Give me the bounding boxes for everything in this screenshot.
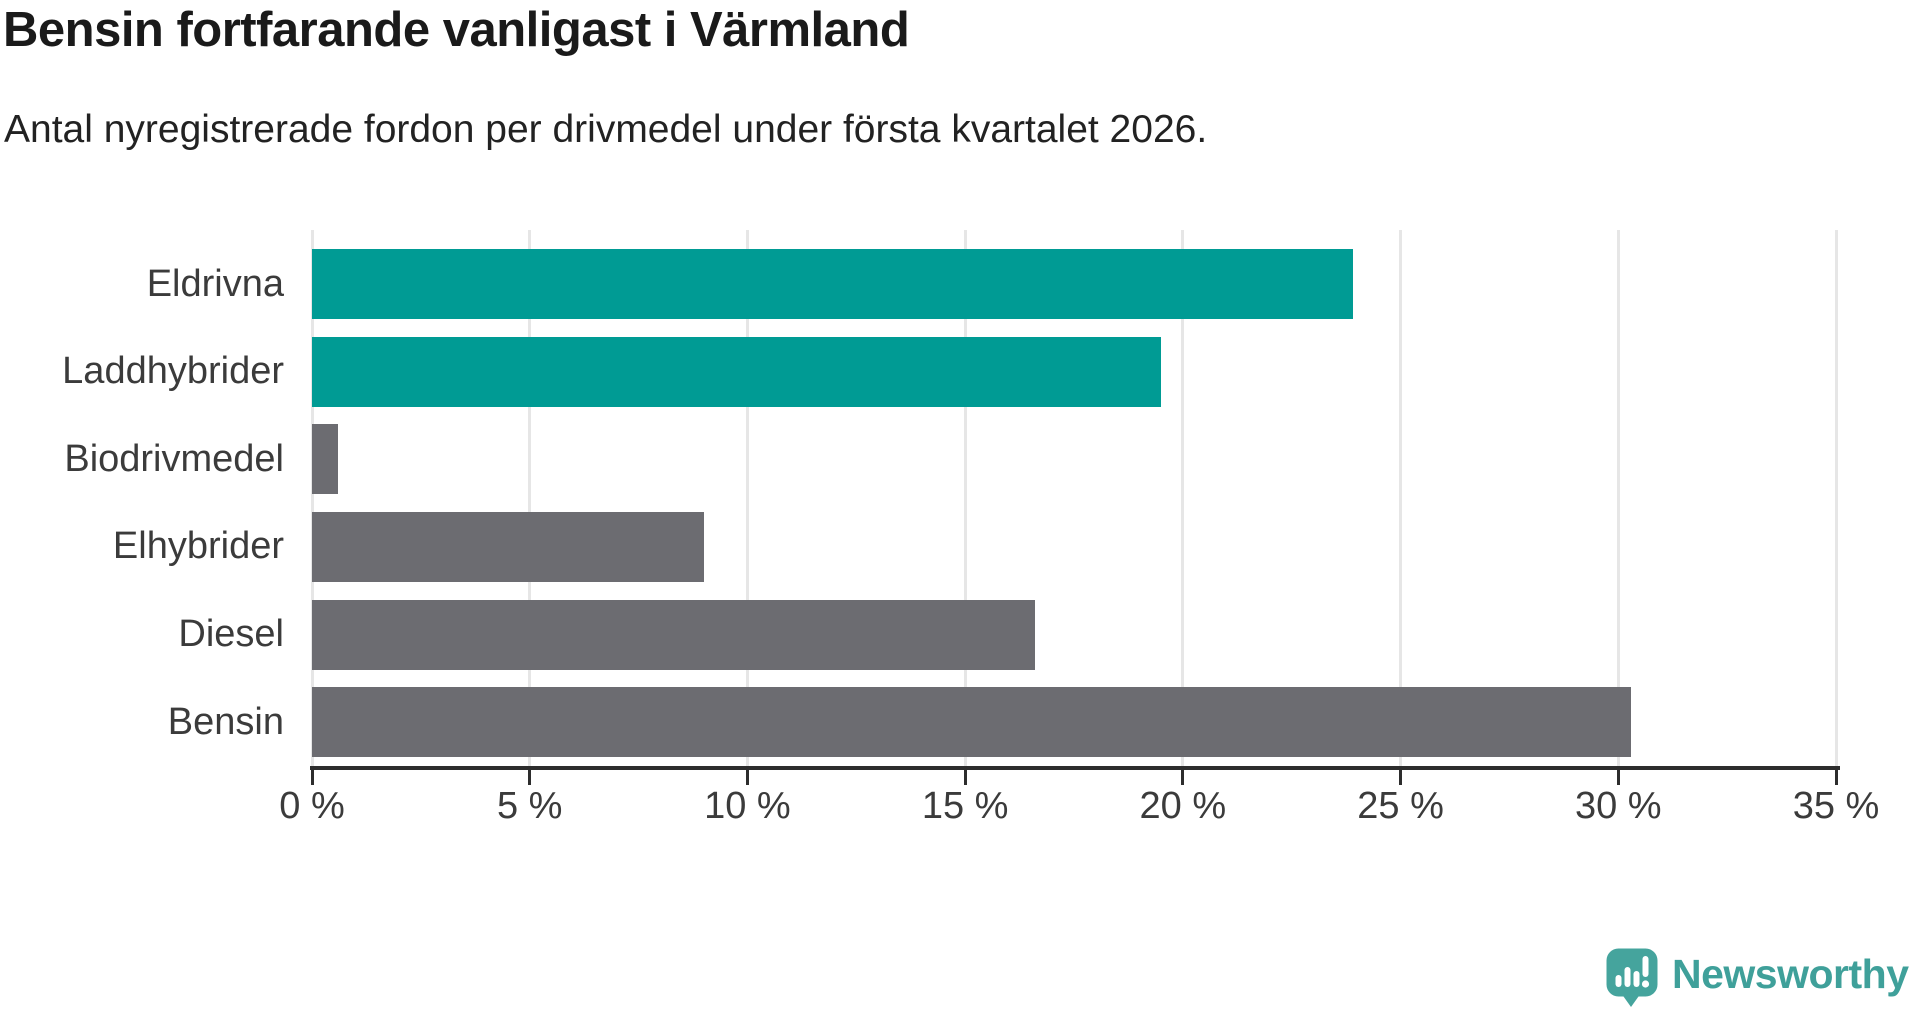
tick-mark-15 <box>963 766 967 785</box>
bar-eldrivna <box>312 249 1353 319</box>
bar-laddhybrider <box>312 336 1162 407</box>
tick-label-35: 35 % <box>1792 785 1880 827</box>
tick-label-30: 30 % <box>1574 785 1662 827</box>
gridline-35 <box>1834 230 1838 766</box>
gridline-5 <box>528 230 532 766</box>
newsworthy-logo-icon <box>1606 948 1658 1007</box>
newsworthy-logo: Newsworthy <box>1606 948 1909 1008</box>
tick-label-15: 15 % <box>921 785 1009 827</box>
gridline-30 <box>1616 230 1620 766</box>
tick-mark-10 <box>745 766 749 785</box>
tick-label-25: 25 % <box>1357 785 1444 827</box>
bar-biodrivmedel <box>312 424 339 495</box>
chart-title: Bensin fortfarande vanligast i Värmland <box>3 3 910 57</box>
category-label-biodrivmedel: Biodrivmedel <box>64 437 284 480</box>
category-label-elhybrider: Elhybrider <box>112 525 284 568</box>
tick-label-0: 0 % <box>279 785 345 827</box>
bar-bensin <box>312 687 1632 758</box>
gridline-25 <box>1399 230 1403 766</box>
tick-mark-25 <box>1399 766 1403 785</box>
tick-mark-5 <box>528 766 532 785</box>
tick-label-10: 10 % <box>704 785 791 827</box>
newsworthy-logo-text: Newsworthy <box>1672 951 1909 997</box>
gridline-15 <box>963 230 967 766</box>
bar-elhybrider <box>312 511 704 582</box>
tick-label-5: 5 % <box>496 785 563 827</box>
category-label-laddhybrider: Laddhybrider <box>62 350 284 393</box>
tick-mark-35 <box>1834 766 1838 785</box>
tick-mark-20 <box>1181 766 1185 785</box>
gridline-20 <box>1181 230 1185 766</box>
plot-area <box>310 230 1838 766</box>
category-label-diesel: Diesel <box>178 613 284 656</box>
chart-subtitle: Antal nyregistrerade fordon per drivmede… <box>4 108 1208 151</box>
tick-mark-0 <box>310 766 314 785</box>
gridline-0 <box>310 230 314 766</box>
x-axis-line <box>310 766 1840 770</box>
category-label-bensin: Bensin <box>167 700 284 743</box>
tick-mark-30 <box>1616 766 1620 785</box>
category-label-eldrivna: Eldrivna <box>146 262 284 305</box>
bar-diesel <box>312 599 1035 670</box>
gridline-10 <box>745 230 749 766</box>
tick-label-20: 20 % <box>1139 785 1227 827</box>
